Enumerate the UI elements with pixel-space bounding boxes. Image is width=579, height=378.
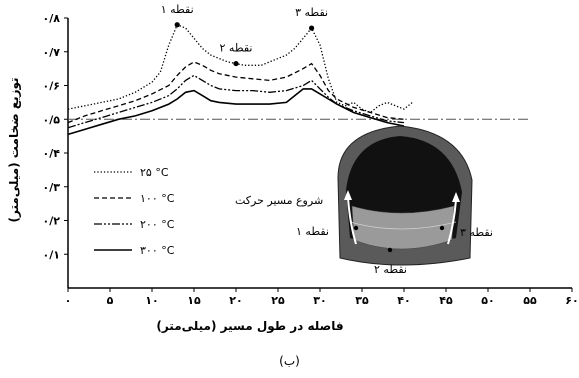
y-axis-title: توزیع ضخامت (میلی‌متر) — [7, 77, 22, 222]
annotation-marker-1 — [174, 22, 180, 28]
y-tick-label: ۰/۱ — [43, 248, 60, 261]
x-tick-label: ۳۵ — [355, 294, 369, 307]
annotation-marker-3 — [309, 25, 315, 31]
x-tick-label: ۴۵ — [439, 294, 453, 307]
legend: ۲۵ °C ۱۰۰ °C ۲۰۰ °C ۳۰۰ °C — [94, 166, 175, 257]
annotations-group: نقطه ۱ نقطه ۲ نقطه ۳ — [161, 3, 328, 67]
annotation-label-3: نقطه ۳ — [295, 6, 328, 19]
x-tick-label: ۲۰ — [229, 294, 242, 307]
inset-point-3-marker — [439, 225, 445, 231]
legend-label-25c: ۲۵ °C — [140, 166, 169, 179]
inset-start-label: شروع مسیر حرکت — [235, 194, 323, 207]
inset-point-2-marker — [387, 247, 393, 253]
path-end-arrow — [447, 199, 457, 245]
series-line-1 — [67, 61, 405, 124]
x-tick-label: ۳۰ — [313, 294, 326, 307]
series-line-0 — [67, 23, 413, 114]
annotation-marker-2 — [233, 60, 239, 67]
x-tick-label: ۴۰ — [397, 294, 410, 307]
axis-ticks: ۰ ۵ ۱۰ ۱۵ ۲۰ ۲۵ ۳۰ ۳۵ ۴۰ ۴۵ ۵۰ ۵۵ ۶۰ ۰/۱ ۰/۲ ۰/۳ ۰/۴ ۰/۵ ۰… — [43, 12, 579, 307]
figure-caption: (ب) — [279, 354, 300, 368]
y-tick-label: ۰/۳ — [43, 181, 61, 194]
x-tick-label: ۵ — [107, 294, 114, 307]
inset-point-3-label: نقطه ۳ — [460, 226, 493, 239]
y-tick-label: ۰/۵ — [43, 113, 61, 126]
part-inset-image — [337, 125, 473, 266]
x-axis-title: فاصله در طول مسیر (میلی‌متر) — [156, 319, 343, 334]
y-tick-label: ۰/۴ — [43, 147, 61, 160]
legend-label-300c: ۳۰۰ °C — [140, 244, 175, 257]
y-tick-label: ۰/۲ — [43, 215, 61, 228]
x-tick-label: ۲۵ — [271, 294, 285, 307]
x-tick-label: ۱۵ — [187, 294, 201, 307]
x-tick-label: ۰ — [65, 294, 72, 307]
x-tick-label: ۶۰ — [565, 294, 578, 307]
x-tick-label: ۵۵ — [523, 294, 537, 307]
annotation-label-2: نقطه ۲ — [220, 42, 253, 55]
legend-label-200c: ۲۰۰ °C — [140, 218, 175, 231]
inset-point-2-label: نقطه ۲ — [374, 263, 407, 276]
series-group — [67, 23, 413, 136]
y-tick-label: ۰/۶ — [43, 80, 60, 93]
series-line-3 — [67, 88, 405, 136]
y-tick-label: ۰/۷ — [43, 46, 61, 59]
annotation-label-1: نقطه ۱ — [161, 3, 194, 16]
x-tick-label: ۵۰ — [481, 294, 494, 307]
inset-point-1-label: نقطه ۱ — [296, 225, 329, 238]
legend-label-100c: ۱۰۰ °C — [140, 192, 175, 205]
y-tick-label: ۰/۸ — [43, 12, 61, 25]
x-tick-label: ۱۰ — [145, 294, 158, 307]
path-start-arrow — [347, 197, 357, 245]
inset-point-1-marker — [353, 225, 359, 231]
